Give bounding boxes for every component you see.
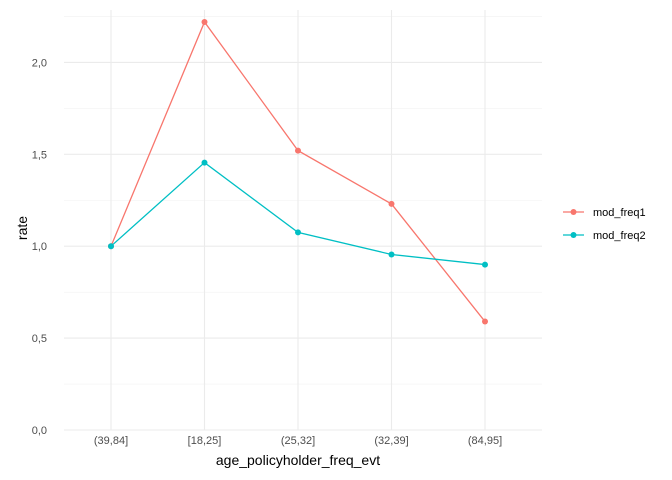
data-point-mod_freq2 [201, 159, 208, 166]
y-tick-label: 0,5 [32, 333, 47, 345]
x-tick-label: (25,32] [281, 435, 315, 447]
x-tick-label: [18,25] [188, 435, 222, 447]
data-point-mod_freq1 [295, 147, 301, 154]
legend-label-mod_freq2: mod_freq2 [593, 230, 646, 242]
legend-key-point-mod_freq1 [570, 209, 577, 215]
legend-key-point-mod_freq2 [570, 232, 577, 238]
y-axis-title: rate [14, 216, 30, 240]
grid-lines [64, 10, 542, 431]
x-axis-ticks: (39,84] [18,25] (25,32] (32,39] (84,95] [94, 435, 502, 447]
y-tick-label: 2,0 [32, 57, 47, 69]
y-tick-label: 0,0 [32, 425, 47, 437]
data-point-mod_freq1 [201, 18, 208, 25]
data-point-mod_freq1 [482, 318, 488, 325]
data-point-mod_freq2 [295, 229, 301, 236]
x-tick-label: (84,95] [468, 435, 502, 447]
data-point-mod_freq2 [482, 261, 488, 268]
y-tick-label: 1,0 [32, 241, 47, 253]
legend-label-mod_freq1: mod_freq1 [593, 207, 646, 219]
x-tick-label: (32,39] [374, 435, 408, 447]
y-tick-label: 1,5 [32, 149, 47, 161]
data-point-mod_freq1 [388, 200, 395, 207]
data-point-mod_freq2 [388, 251, 395, 258]
x-axis-title: age_policyholder_freq_evt [216, 452, 380, 468]
data-series [108, 18, 488, 325]
legend: mod_freq1 mod_freq2 [563, 207, 646, 242]
y-axis-ticks: 0,0 0,5 1,0 1,5 2,0 [32, 57, 47, 437]
x-tick-label: (39,84] [94, 435, 128, 447]
data-point-mod_freq2 [108, 243, 114, 250]
